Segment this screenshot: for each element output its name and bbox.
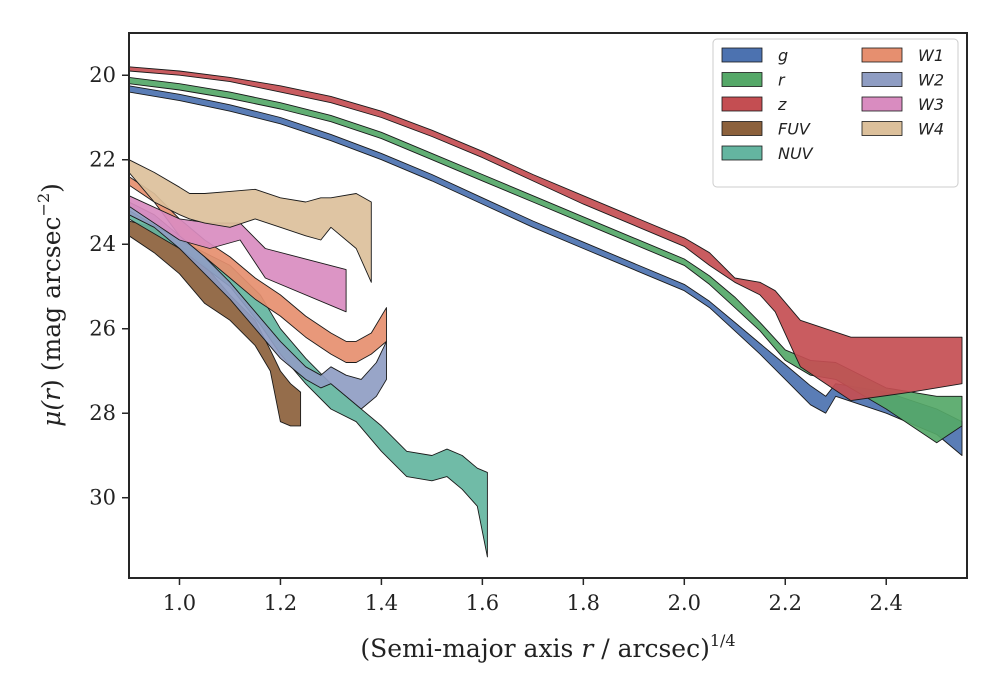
legend-label-g: g — [778, 46, 788, 65]
legend-label-nuv: NUV — [778, 144, 814, 163]
band-z — [129, 66, 963, 402]
plot-frame — [128, 32, 968, 579]
y-tick-label: 28 — [89, 401, 116, 425]
x-axis-label: (Semi-major axis r / arcsec)1/4 — [360, 631, 735, 663]
legend-swatch-nuv — [721, 145, 763, 161]
x-tick-label: 1.2 — [264, 591, 297, 615]
legend-label-z: z — [777, 95, 787, 114]
band-areas — [129, 66, 963, 558]
legend-label-fuv: FUV — [778, 120, 811, 139]
x-tick-label: 2.0 — [668, 591, 701, 615]
legend-label-w4: W4 — [918, 120, 944, 139]
legend: grz FUV NUV W1 W2 W3 W4 — [712, 38, 959, 188]
x-axis-ticks: 1.0 1.2 1.4 1.6 1.8 2.0 2.2 2.4 — [163, 578, 903, 615]
legend-label-w2: W2 — [918, 71, 944, 90]
legend-swatch-z — [721, 96, 763, 112]
y-tick-label: 30 — [89, 486, 116, 510]
y-tick-label: 24 — [89, 232, 116, 256]
legend-swatch-fuv — [721, 121, 763, 136]
legend-label-w3: W3 — [918, 95, 944, 114]
y-tick-label: 20 — [89, 63, 116, 87]
y-tick-label: 22 — [89, 148, 116, 172]
legend-swatch-w1 — [861, 47, 903, 63]
x-tick-label: 2.2 — [769, 591, 802, 615]
x-tick-label: 1.6 — [466, 591, 499, 615]
band-g — [129, 85, 963, 456]
x-tick-label: 1.4 — [365, 591, 398, 615]
y-tick-label: 26 — [89, 317, 116, 341]
y-axis-ticks: 20 22 24 26 28 30 — [89, 63, 129, 510]
legend-label-r: r — [778, 71, 786, 90]
band-w4 — [129, 159, 372, 283]
legend-swatch-w2 — [861, 72, 903, 87]
x-tick-label: 1.0 — [163, 591, 196, 615]
legend-label-w1: W1 — [918, 46, 944, 65]
band-r — [129, 76, 963, 444]
legend-swatch-w3 — [861, 96, 903, 112]
x-tick-label: 1.8 — [567, 591, 600, 615]
legend-swatch-g — [721, 47, 763, 63]
x-tick-label: 2.4 — [870, 591, 903, 615]
band-w2 — [129, 201, 387, 410]
legend-swatch-r — [721, 72, 763, 87]
legend-swatch-w4 — [861, 121, 903, 136]
y-axis-label: μ(r) (mag arcsec−2) — [34, 183, 66, 427]
